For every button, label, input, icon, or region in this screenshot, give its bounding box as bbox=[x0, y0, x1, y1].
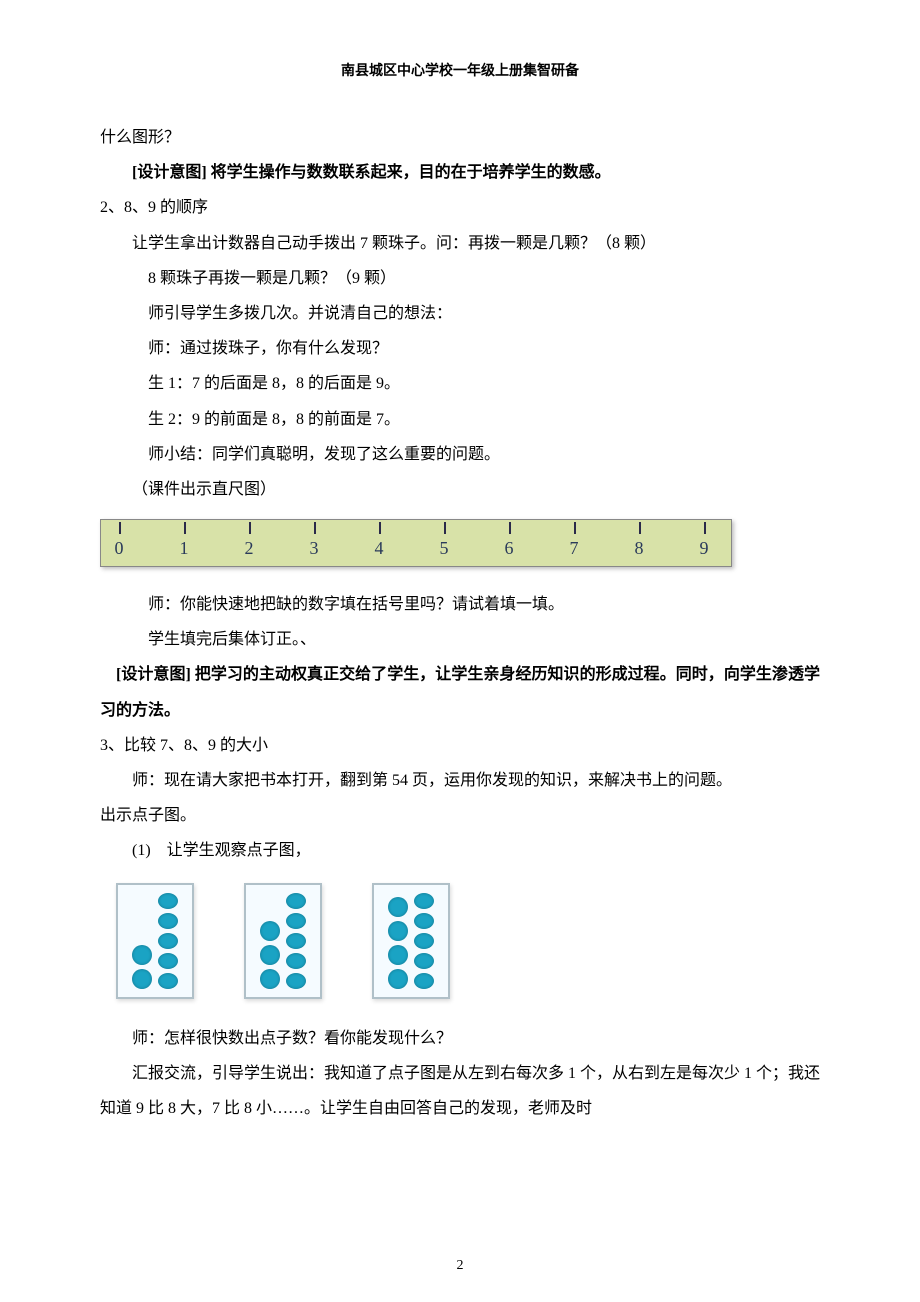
ruler-label: 9 bbox=[700, 538, 709, 559]
dot-icon bbox=[414, 953, 434, 969]
section-3-title: 3、比较 7、8、9 的大小 bbox=[100, 728, 820, 763]
line-5: 8 颗珠子再拨一颗是几颗？（9 颗） bbox=[100, 261, 820, 296]
line-9: 生 2：9 的前面是 8，8 的前面是 7。 bbox=[100, 402, 820, 437]
line-13: 学生填完后集体订正。、 bbox=[100, 622, 820, 657]
dot-icon bbox=[388, 897, 408, 917]
ruler-label: 1 bbox=[180, 538, 189, 559]
line-16: 师：现在请大家把书本打开，翻到第 54 页，运用你发现的知识，来解决书上的问题。 bbox=[100, 763, 820, 798]
design-intent-2: [设计意图] 把学习的主动权真正交给了学生，让学生亲身经历知识的形成过程。同时，… bbox=[100, 657, 820, 727]
line-11: （课件出示直尺图） bbox=[100, 472, 820, 507]
dot-column bbox=[286, 893, 306, 989]
ruler-label: 8 bbox=[635, 538, 644, 559]
dot-column bbox=[414, 893, 434, 989]
ruler-tick bbox=[704, 522, 706, 534]
ruler-tick bbox=[444, 522, 446, 534]
line-4: 让学生拿出计数器自己动手拨出 7 颗珠子。问：再拨一颗是几颗？（8 颗） bbox=[100, 226, 820, 261]
dot-icon bbox=[388, 921, 408, 941]
line-1: 什么图形？ bbox=[100, 120, 820, 155]
ruler: 0 1 2 3 4 5 6 7 8 9 bbox=[100, 519, 732, 567]
ruler-figure: 0 1 2 3 4 5 6 7 8 9 bbox=[100, 519, 820, 567]
ruler-label: 3 bbox=[310, 538, 319, 559]
dot-icon bbox=[286, 973, 306, 989]
dot-icon bbox=[414, 913, 434, 929]
dot-icon bbox=[286, 913, 306, 929]
dot-icon bbox=[158, 893, 178, 909]
line-20: 汇报交流，引导学生说出：我知道了点子图是从左到右每次多 1 个，从右到左是每次少… bbox=[100, 1056, 820, 1126]
dot-icon bbox=[132, 969, 152, 989]
ruler-tick bbox=[574, 522, 576, 534]
dot-icon bbox=[414, 933, 434, 949]
line-12: 师：你能快速地把缺的数字填在括号里吗？请试着填一填。 bbox=[100, 587, 820, 622]
line-8: 生 1：7 的后面是 8，8 的后面是 9。 bbox=[100, 366, 820, 401]
page-number: 2 bbox=[457, 1258, 464, 1274]
dot-icon bbox=[286, 933, 306, 949]
dot-column bbox=[260, 893, 280, 989]
design-intent-1: [设计意图] 将学生操作与数数联系起来，目的在于培养学生的数感。 bbox=[100, 155, 820, 190]
ruler-tick bbox=[379, 522, 381, 534]
dot-icon bbox=[158, 973, 178, 989]
page-header: 南县城区中心学校一年级上册集智研备 bbox=[100, 60, 820, 80]
dot-icon bbox=[158, 933, 178, 949]
dot-icon bbox=[260, 969, 280, 989]
ruler-tick bbox=[509, 522, 511, 534]
dots-card bbox=[116, 883, 194, 999]
dot-icon bbox=[260, 921, 280, 941]
dot-icon bbox=[260, 945, 280, 965]
ruler-tick bbox=[249, 522, 251, 534]
ruler-tick bbox=[184, 522, 186, 534]
ruler-label: 5 bbox=[440, 538, 449, 559]
page: 南县城区中心学校一年级上册集智研备 什么图形？ [设计意图] 将学生操作与数数联… bbox=[0, 0, 920, 1302]
ruler-tick bbox=[639, 522, 641, 534]
ruler-label: 2 bbox=[245, 538, 254, 559]
line-7: 师：通过拨珠子，你有什么发现？ bbox=[100, 331, 820, 366]
dot-icon bbox=[286, 893, 306, 909]
dot-icon bbox=[132, 945, 152, 965]
dots-card bbox=[244, 883, 322, 999]
ruler-label: 6 bbox=[505, 538, 514, 559]
dot-icon bbox=[414, 893, 434, 909]
dot-column bbox=[158, 893, 178, 989]
dot-icon bbox=[286, 953, 306, 969]
ruler-label: 7 bbox=[570, 538, 579, 559]
ruler-label: 4 bbox=[375, 538, 384, 559]
dot-icon bbox=[158, 913, 178, 929]
dot-icon bbox=[414, 973, 434, 989]
ruler-label: 0 bbox=[115, 538, 124, 559]
ruler-tick bbox=[314, 522, 316, 534]
line-6: 师引导学生多拨几次。并说清自己的想法： bbox=[100, 296, 820, 331]
dot-icon bbox=[388, 969, 408, 989]
line-10: 师小结：同学们真聪明，发现了这么重要的问题。 bbox=[100, 437, 820, 472]
dot-column bbox=[388, 893, 408, 989]
line-18: (1) 让学生观察点子图， bbox=[100, 833, 820, 868]
line-17: 出示点子图。 bbox=[100, 798, 820, 833]
dots-figure bbox=[116, 883, 820, 999]
dot-icon bbox=[388, 945, 408, 965]
dot-column bbox=[132, 893, 152, 989]
dots-card bbox=[372, 883, 450, 999]
dot-icon bbox=[158, 953, 178, 969]
ruler-tick bbox=[119, 522, 121, 534]
section-2-title: 2、8、9 的顺序 bbox=[100, 190, 820, 225]
line-19: 师：怎样很快数出点子数？看你能发现什么？ bbox=[100, 1021, 820, 1056]
